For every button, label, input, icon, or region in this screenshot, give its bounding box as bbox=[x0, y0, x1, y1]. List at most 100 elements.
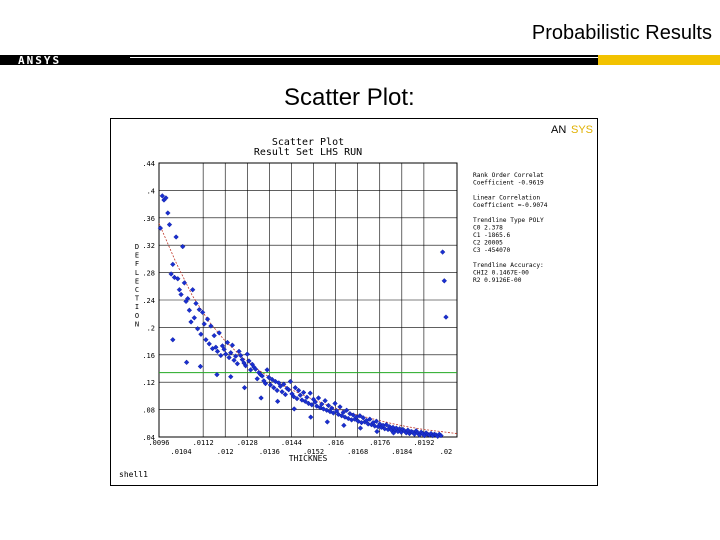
data-point bbox=[264, 367, 270, 373]
legend-line: CHI2 0.1467E-00 bbox=[473, 270, 529, 277]
y-tick-label: .16 bbox=[142, 352, 155, 360]
y-axis-label-letter: N bbox=[135, 320, 139, 328]
legend-line: C0 2.378 bbox=[473, 225, 503, 232]
x-tick-label: .0168 bbox=[347, 448, 368, 456]
data-point bbox=[308, 414, 314, 420]
x-tick-label: .0128 bbox=[237, 439, 258, 447]
data-point bbox=[300, 389, 307, 396]
data-point bbox=[176, 287, 183, 293]
data-point bbox=[231, 357, 237, 363]
data-point bbox=[307, 390, 313, 396]
data-point bbox=[211, 332, 217, 339]
data-point bbox=[325, 402, 332, 409]
legend-line: Coefficient =-0.9074 bbox=[473, 202, 548, 209]
data-point bbox=[168, 271, 174, 277]
banner-gold-bar bbox=[598, 55, 720, 65]
data-point bbox=[157, 225, 164, 231]
data-point bbox=[304, 394, 310, 400]
data-point bbox=[332, 400, 338, 407]
x-tick-label: .016 bbox=[327, 439, 344, 447]
y-tick-label: .32 bbox=[142, 242, 155, 250]
x-tick-label: .0184 bbox=[391, 448, 412, 456]
data-point bbox=[438, 432, 444, 439]
y-axis-label-letter: E bbox=[135, 277, 139, 285]
data-point bbox=[171, 274, 178, 281]
data-point bbox=[199, 309, 206, 316]
data-point bbox=[441, 278, 447, 284]
data-point bbox=[355, 418, 361, 424]
legend-line: Coefficient -0.9619 bbox=[473, 180, 544, 187]
data-point bbox=[258, 395, 264, 401]
data-point bbox=[340, 409, 347, 416]
data-point bbox=[233, 353, 239, 359]
data-point bbox=[262, 380, 269, 387]
y-axis-label-letter: L bbox=[135, 269, 139, 277]
data-point bbox=[292, 384, 298, 391]
data-point bbox=[337, 404, 343, 410]
legend-line: Trendline Accuracy: bbox=[473, 262, 544, 269]
data-point bbox=[439, 249, 446, 255]
y-tick-label: .08 bbox=[142, 407, 155, 415]
data-point bbox=[229, 342, 236, 348]
data-point bbox=[221, 346, 227, 353]
legend-line: C1 -1865.6 bbox=[473, 232, 511, 239]
chart-title: Scatter Plot bbox=[272, 137, 344, 148]
y-axis-label-letter: O bbox=[135, 312, 139, 320]
data-point bbox=[247, 367, 254, 373]
data-point bbox=[302, 398, 308, 405]
data-point bbox=[196, 306, 202, 313]
data-point bbox=[357, 413, 363, 419]
data-point bbox=[443, 314, 449, 320]
data-point bbox=[170, 261, 176, 268]
data-point bbox=[390, 430, 397, 436]
x-tick-label: .0176 bbox=[369, 439, 390, 447]
banner-black-bar bbox=[0, 55, 598, 65]
legend-line: Linear Correlation bbox=[473, 195, 540, 202]
data-point bbox=[165, 210, 171, 216]
x-tick-label: .0152 bbox=[303, 448, 324, 456]
data-point bbox=[166, 221, 173, 228]
y-tick-label: .44 bbox=[142, 160, 155, 168]
scatter-chart: AN SYS Scatter Plot Result Set LHS RUN .… bbox=[119, 124, 593, 479]
data-point bbox=[242, 363, 249, 369]
y-axis-label-letter: E bbox=[135, 252, 139, 260]
data-point bbox=[244, 351, 250, 357]
data-point bbox=[274, 387, 280, 394]
data-point bbox=[367, 416, 373, 422]
data-point bbox=[173, 234, 179, 240]
data-point bbox=[322, 398, 328, 404]
slide-subtitle: Scatter Plot: bbox=[284, 84, 415, 111]
y-axis-label-letter: T bbox=[135, 295, 140, 303]
data-point bbox=[274, 398, 281, 405]
data-point bbox=[181, 280, 188, 286]
data-point bbox=[341, 422, 347, 429]
y-axis-label-letter: I bbox=[135, 303, 139, 311]
data-point bbox=[294, 395, 300, 402]
y-tick-label: .12 bbox=[142, 379, 155, 387]
data-point bbox=[228, 350, 234, 356]
trendline bbox=[158, 223, 458, 434]
data-point bbox=[218, 352, 224, 359]
y-tick-label: .04 bbox=[142, 434, 155, 442]
legend-line: R2 0.9126E-00 bbox=[473, 277, 522, 284]
data-point bbox=[254, 376, 260, 382]
data-point bbox=[175, 276, 181, 282]
x-tick-label: .0112 bbox=[193, 439, 214, 447]
data-point bbox=[252, 366, 259, 372]
data-point bbox=[191, 315, 198, 321]
data-point bbox=[236, 348, 242, 355]
data-point bbox=[374, 428, 380, 435]
data-point bbox=[226, 354, 232, 361]
data-point bbox=[216, 330, 222, 336]
data-point bbox=[163, 195, 169, 201]
data-point bbox=[203, 337, 209, 343]
data-point bbox=[309, 402, 315, 408]
data-point bbox=[383, 421, 390, 428]
data-point bbox=[208, 323, 214, 329]
data-point bbox=[204, 316, 211, 322]
chart-brand-left: AN bbox=[551, 124, 566, 136]
data-point bbox=[259, 373, 265, 379]
data-point bbox=[224, 339, 231, 346]
data-point bbox=[350, 412, 356, 418]
x-tick-label: .02 bbox=[440, 448, 453, 456]
